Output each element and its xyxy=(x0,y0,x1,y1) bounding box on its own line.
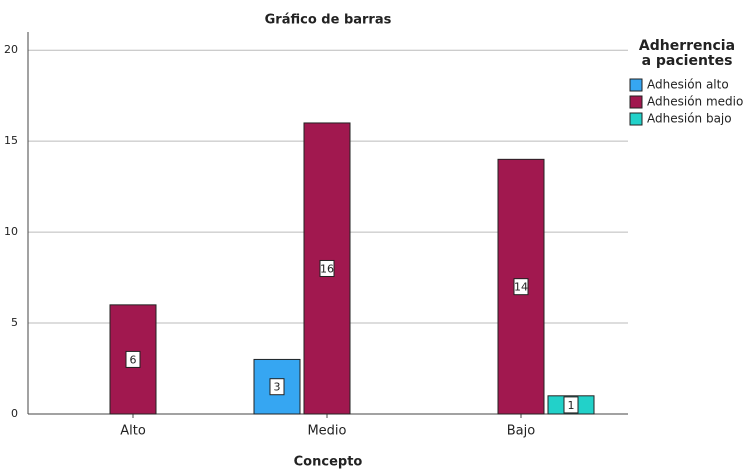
data-label: 16 xyxy=(320,262,334,275)
data-label-box xyxy=(125,350,141,368)
legend-label: Adhesión bajo xyxy=(647,112,732,126)
y-tick-label: 5 xyxy=(11,316,18,329)
x-tick-label: Alto xyxy=(120,424,146,439)
legend-title: Adherrencia xyxy=(639,38,735,54)
legend-swatch xyxy=(629,78,643,92)
data-label: 14 xyxy=(514,281,528,294)
y-tick-label: 10 xyxy=(4,225,18,238)
data-label: 3 xyxy=(274,381,281,394)
data-label-box xyxy=(513,278,529,296)
y-tick-label: 0 xyxy=(11,407,18,420)
data-label-box xyxy=(269,378,285,396)
data-label: 1 xyxy=(568,399,575,412)
x-tick-label: Bajo xyxy=(507,424,535,439)
x-axis-label: Concepto xyxy=(294,455,363,470)
legend-swatch xyxy=(629,112,643,126)
x-tick-label: Medio xyxy=(307,424,346,439)
legend-label: Adhesión medio xyxy=(647,95,743,109)
legend-swatch xyxy=(629,95,643,109)
y-tick-label: 20 xyxy=(4,43,18,56)
legend-label: Adhesión alto xyxy=(647,78,729,92)
data-label: 6 xyxy=(130,353,137,366)
data-label-box xyxy=(563,396,579,414)
data-label-box xyxy=(319,259,335,277)
y-tick-label: 15 xyxy=(4,134,18,147)
chart-title: Gráfico de barras xyxy=(265,13,392,28)
legend-title: a pacientes xyxy=(642,53,733,69)
